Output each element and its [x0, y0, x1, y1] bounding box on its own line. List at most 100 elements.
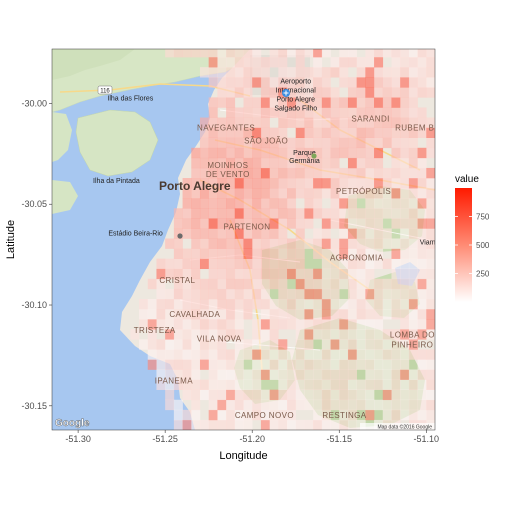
heat-tile [260, 137, 270, 149]
heat-tile [339, 228, 349, 239]
heat-tile [426, 409, 435, 421]
heat-tile [269, 248, 279, 259]
heat-tile [365, 67, 375, 78]
heat-tile [287, 309, 297, 320]
heat-tile [217, 278, 227, 290]
heat-tile [426, 349, 435, 360]
heat-tile [234, 67, 244, 78]
heat-tile [382, 198, 392, 209]
heat-tile [417, 49, 427, 58]
heat-tile [330, 369, 340, 380]
heat-tile [208, 339, 218, 350]
heat-tile [321, 137, 331, 149]
heat-tile [252, 349, 262, 360]
heat-tile [417, 238, 427, 249]
y-axis-title: Latitude [5, 220, 17, 259]
heat-tile [374, 399, 384, 411]
heat-tile [330, 167, 340, 179]
heat-tile [408, 198, 418, 209]
heat-tile [391, 329, 401, 340]
heat-tile [278, 167, 288, 179]
place-label: MOINHOS [207, 161, 248, 170]
heat-tile [347, 298, 357, 310]
heat-tile [365, 309, 375, 320]
heat-tile [252, 107, 262, 118]
heat-tile [208, 188, 218, 199]
heat-tile [260, 258, 270, 270]
heat-tile [391, 167, 401, 179]
heat-tile [365, 278, 375, 290]
heat-tile [208, 57, 218, 68]
legend-tick-label: 500 [476, 241, 490, 250]
heat-tile [156, 369, 166, 380]
heat-tile [339, 298, 349, 310]
heat-tile [313, 409, 323, 421]
heat-tile [217, 349, 227, 360]
heat-tile [252, 117, 262, 128]
heat-tile [234, 268, 244, 280]
heat-tile [408, 127, 418, 138]
heat-tile [208, 127, 218, 138]
heat-tile [304, 399, 314, 411]
heat-tile [330, 419, 340, 430]
heat-tile [408, 268, 418, 280]
heat-tile [147, 319, 157, 330]
heat-tile [226, 127, 236, 138]
heat-tile [347, 409, 357, 421]
heat-tile [408, 258, 418, 270]
heat-tile [208, 329, 218, 340]
place-label: DE VENTO [206, 170, 250, 179]
heat-tile [426, 87, 435, 98]
heat-tile [356, 77, 366, 88]
heat-tile [304, 137, 314, 149]
heat-tile [313, 67, 323, 78]
heat-tile [426, 198, 435, 209]
heat-tile [417, 359, 427, 370]
heat-tile [313, 137, 323, 149]
heat-tile [234, 208, 244, 219]
heat-tile [165, 288, 175, 300]
heat-tile [321, 97, 331, 108]
heat-tile [356, 389, 366, 401]
heat-tile [234, 309, 244, 320]
heat-tile [278, 218, 288, 229]
heat-tile [417, 268, 427, 280]
heat-tile [356, 248, 366, 259]
heat-tile [339, 107, 349, 118]
heat-tile [321, 157, 331, 169]
heat-tile [391, 77, 401, 88]
heat-tile [217, 248, 227, 259]
heat-tile [269, 359, 279, 370]
heat-tile [243, 238, 253, 249]
place-label: CAVALHADA [169, 310, 220, 319]
heat-tile [304, 87, 314, 98]
heat-tile [234, 298, 244, 310]
x-axis: -51.30 -51.25 -51.20 -51.15 -51.10 [65, 430, 439, 444]
heat-tile [339, 339, 349, 350]
heat-tile [295, 359, 305, 370]
heat-tile [278, 349, 288, 360]
heat-tile [217, 67, 227, 78]
heat-tile [226, 77, 236, 88]
heat-tile [330, 298, 340, 310]
heat-tile [208, 268, 218, 280]
heat-tile [182, 49, 192, 58]
heat-tile [226, 288, 236, 300]
heat-tile [208, 49, 218, 58]
heat-tile [208, 349, 218, 360]
heat-tile [173, 309, 183, 320]
heat-tile [304, 157, 314, 169]
heat-tile [400, 319, 410, 330]
heat-tile [382, 238, 392, 249]
heat-tile [408, 288, 418, 300]
heat-tile [408, 379, 418, 390]
heat-tile [365, 157, 375, 169]
ilha-da-pintada [75, 109, 159, 177]
heat-tile [417, 379, 427, 390]
heat-tile [321, 248, 331, 259]
heat-tile [339, 208, 349, 219]
heat-tile [321, 349, 331, 360]
heat-tile [278, 409, 288, 421]
heat-tile [374, 117, 384, 128]
heat-tile [365, 218, 375, 229]
